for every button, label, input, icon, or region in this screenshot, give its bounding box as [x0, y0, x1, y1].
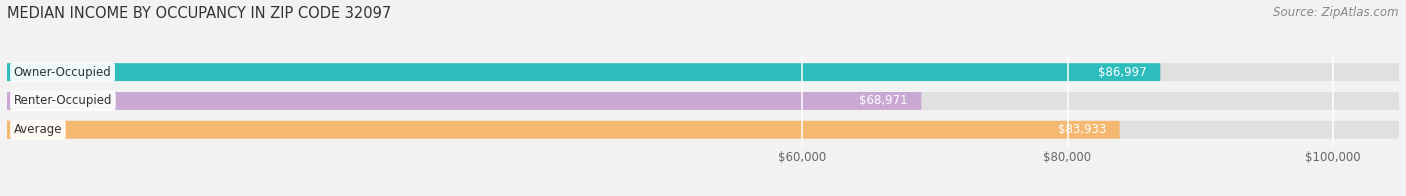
FancyBboxPatch shape [7, 63, 1160, 81]
Text: $68,971: $68,971 [859, 94, 908, 107]
Text: Renter-Occupied: Renter-Occupied [14, 94, 112, 107]
FancyBboxPatch shape [7, 92, 921, 110]
Text: Owner-Occupied: Owner-Occupied [14, 66, 111, 79]
Text: $83,933: $83,933 [1059, 123, 1107, 136]
Text: $86,997: $86,997 [1098, 66, 1147, 79]
FancyBboxPatch shape [7, 121, 1119, 139]
FancyBboxPatch shape [7, 92, 1399, 110]
Text: Average: Average [14, 123, 62, 136]
Text: MEDIAN INCOME BY OCCUPANCY IN ZIP CODE 32097: MEDIAN INCOME BY OCCUPANCY IN ZIP CODE 3… [7, 6, 391, 21]
Text: Source: ZipAtlas.com: Source: ZipAtlas.com [1274, 6, 1399, 19]
FancyBboxPatch shape [7, 121, 1399, 139]
FancyBboxPatch shape [7, 63, 1399, 81]
